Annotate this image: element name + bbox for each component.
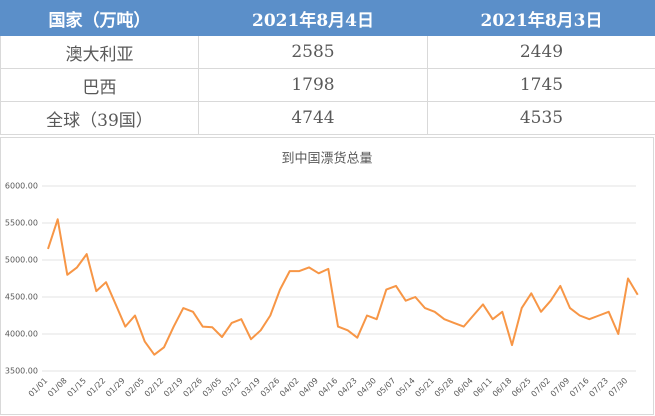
cell: 4535	[427, 101, 655, 135]
cell: 澳大利亚	[0, 35, 199, 69]
y-tick-label: 4500.00	[5, 293, 38, 302]
cell: 全球（39国）	[0, 101, 199, 135]
chart-border	[0, 137, 654, 415]
cell: 2585	[198, 35, 428, 69]
cell: 1798	[198, 68, 428, 102]
chart: 到中国漂货总量 3500.00 4000.00 4500.00 5000.00 5500…	[0, 137, 654, 415]
data-table: 国家（万吨） 2021年8月4日 2021年8月3日 澳大利亚 2585 2449 …	[0, 0, 655, 135]
header-row: 国家（万吨） 2021年8月4日 2021年8月3日	[0, 0, 655, 36]
line	[47, 218, 639, 356]
cell: 巴西	[0, 68, 199, 102]
y-tick-label: 5500.00	[5, 219, 38, 228]
cell: 2449	[427, 35, 655, 69]
header-cell: 2021年8月3日	[427, 0, 655, 36]
header-cell: 国家（万吨）	[0, 0, 199, 36]
header-cell: 2021年8月4日	[198, 0, 428, 36]
cell: 1745	[427, 68, 655, 102]
row: 全球（39国） 4744 4535	[0, 101, 655, 135]
row: 澳大利亚 2585 2449	[0, 35, 655, 69]
y-tick-label: 5000.00	[5, 256, 38, 265]
y-tick-label: 6000.00	[5, 182, 38, 191]
row: 巴西 1798 1745	[0, 68, 655, 102]
cell: 4744	[198, 101, 428, 135]
chart-title: 到中国漂货总量	[281, 151, 372, 167]
y-tick-label: 3500.00	[5, 367, 38, 376]
y-tick-label: 4000.00	[5, 330, 38, 339]
